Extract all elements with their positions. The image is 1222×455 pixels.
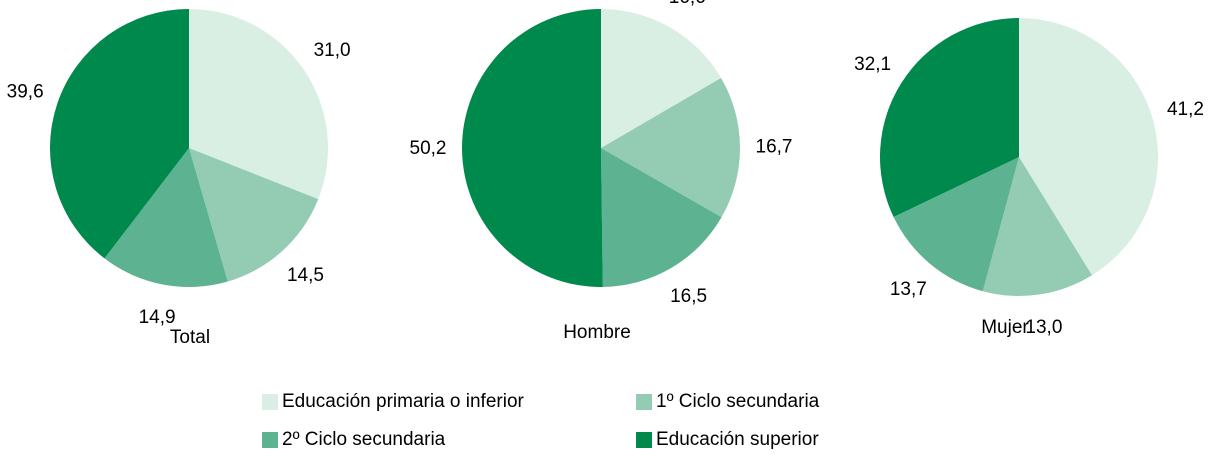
pie-slice <box>601 9 722 148</box>
data-label: 16,5 <box>670 286 707 307</box>
pie-title: Total <box>170 327 210 348</box>
data-label: 13,0 <box>1025 317 1062 338</box>
legend-swatch <box>636 394 652 410</box>
data-label: 14,5 <box>287 265 324 286</box>
pie-slice <box>982 157 1092 296</box>
pie-slice <box>880 18 1019 217</box>
data-label: 14,9 <box>139 307 176 328</box>
pie-slice <box>601 148 722 287</box>
legend-swatch <box>262 432 278 448</box>
pie-slice <box>104 148 228 288</box>
pie-slice <box>50 8 189 259</box>
pie-slice <box>189 9 328 200</box>
legend-label: 2º Ciclo secundaria <box>282 429 446 450</box>
pie-title: Hombre <box>563 322 631 343</box>
data-label: 41,2 <box>1167 99 1204 120</box>
pie-slice <box>893 157 1019 292</box>
legend-swatch <box>636 432 652 448</box>
data-label: 32,1 <box>854 54 891 75</box>
legend-label: Educación primaria o inferior <box>282 391 525 412</box>
pie-slice <box>1019 18 1158 276</box>
legend-swatch <box>262 394 278 410</box>
data-label: 39,6 <box>7 81 44 102</box>
data-label: 16,7 <box>756 136 793 157</box>
pie-slice <box>189 148 319 282</box>
data-label: 16,6 <box>669 0 706 8</box>
data-label: 31,0 <box>314 40 351 61</box>
pie-title: Mujer <box>981 317 1029 338</box>
data-label: 13,7 <box>890 279 927 300</box>
legend-label: Educación superior <box>656 429 819 450</box>
pie-slice <box>461 9 603 287</box>
pie-slice <box>601 77 740 218</box>
legend-label: 1º Ciclo secundaria <box>656 391 820 412</box>
data-label: 50,2 <box>410 138 447 159</box>
